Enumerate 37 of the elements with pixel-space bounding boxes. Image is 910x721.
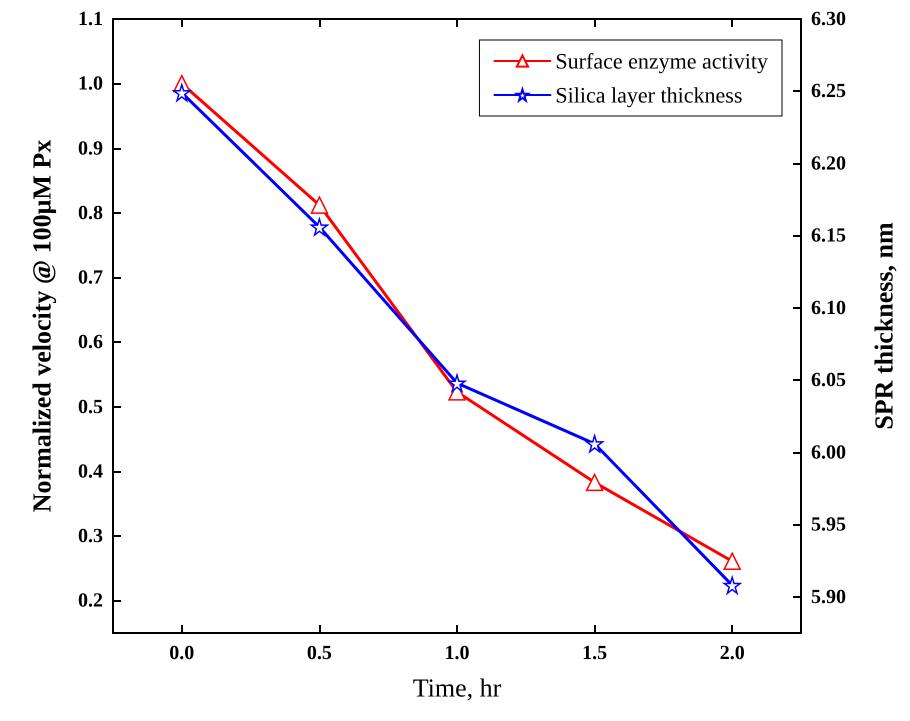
y-tick-label: 0.7: [78, 266, 103, 289]
y-tick-label: 0.9: [78, 137, 103, 160]
y-tick-label: 0.3: [78, 525, 103, 548]
y-tick-label: 1.0: [78, 72, 103, 95]
y2-tick-label: 6.30: [811, 8, 846, 30]
y-tick-label: 0.8: [78, 202, 103, 224]
x-tick-label: 2.0: [720, 642, 745, 664]
x-tick-label: 1.0: [444, 642, 470, 664]
legend-label: Surface enzyme activity: [555, 48, 768, 74]
y-tick-label: 0.5: [78, 396, 103, 418]
point: [586, 474, 604, 492]
y2-tick-label: 6.20: [811, 152, 846, 174]
y-tick-label: 0.6: [78, 331, 103, 354]
point: [310, 218, 328, 236]
y-axis-title: Normalized velocity @ 100μM Px: [28, 140, 56, 512]
y2-tick-label: 6.00: [811, 441, 846, 464]
point: [723, 576, 741, 594]
y2-tick-label: 6.05: [811, 369, 846, 392]
y2-tick-label: 5.95: [811, 514, 846, 536]
x-tick-label: 0.5: [306, 642, 332, 664]
y2-tick-label: 5.90: [811, 586, 846, 608]
y-tick-label: 0.2: [78, 590, 103, 612]
point: [310, 196, 328, 214]
y2-tick-label: 6.25: [811, 80, 846, 102]
point: [723, 552, 741, 570]
y2-tick-label: 6.10: [811, 296, 846, 319]
point: [173, 84, 191, 102]
legend-label: Silica layer thickness: [555, 82, 742, 108]
y-tick-label: 0.4: [78, 460, 103, 482]
x-tick-label: 0.0: [169, 642, 194, 664]
x-tick-label: 1.5: [582, 642, 608, 664]
point: [448, 374, 466, 392]
point: [586, 434, 604, 452]
y-tick-label: 1.1: [78, 8, 103, 30]
x-axis-title: Time, hr: [412, 674, 502, 702]
y2-tick-label: 6.15: [811, 224, 846, 247]
y2-axis-title: SPR thickness, nm: [870, 222, 898, 430]
